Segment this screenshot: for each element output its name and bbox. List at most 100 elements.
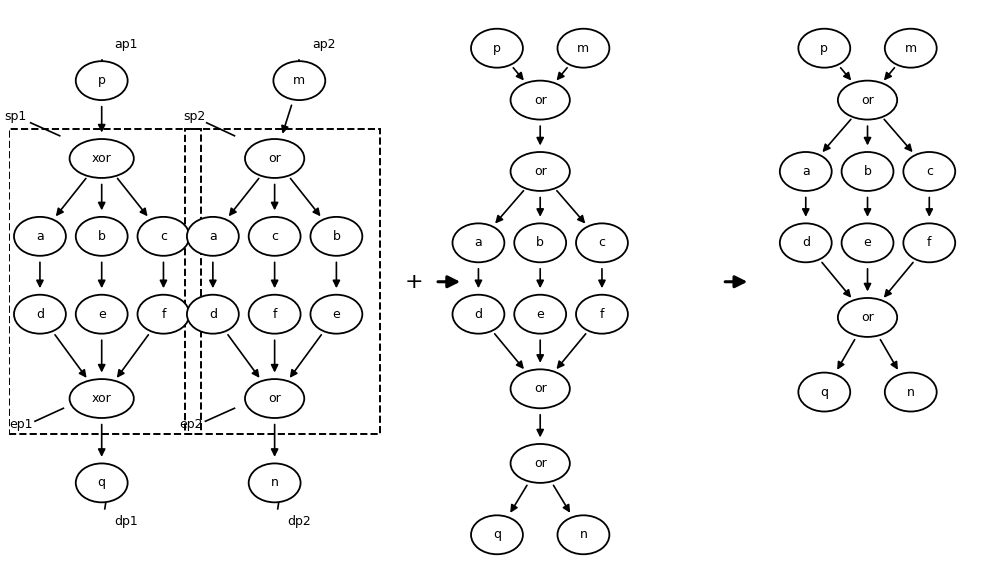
Text: f: f xyxy=(272,308,277,321)
Text: xor: xor xyxy=(92,152,112,165)
Text: or: or xyxy=(268,152,281,165)
Ellipse shape xyxy=(511,444,570,483)
Ellipse shape xyxy=(471,28,523,68)
Text: ep2: ep2 xyxy=(180,418,203,431)
Ellipse shape xyxy=(780,152,832,191)
Text: c: c xyxy=(271,230,278,243)
Ellipse shape xyxy=(885,373,937,412)
Text: q: q xyxy=(98,477,106,490)
Ellipse shape xyxy=(249,217,301,256)
Text: or: or xyxy=(268,392,281,405)
Ellipse shape xyxy=(576,295,628,333)
Text: d: d xyxy=(36,308,44,321)
Ellipse shape xyxy=(249,463,301,502)
Text: a: a xyxy=(802,165,810,178)
Ellipse shape xyxy=(187,295,239,333)
Ellipse shape xyxy=(14,217,66,256)
Text: e: e xyxy=(864,237,871,249)
Text: ap1: ap1 xyxy=(115,38,138,51)
Text: dp1: dp1 xyxy=(115,515,138,528)
Ellipse shape xyxy=(14,295,66,333)
Text: xor: xor xyxy=(92,392,112,405)
Text: b: b xyxy=(332,230,340,243)
Ellipse shape xyxy=(452,223,504,262)
Text: b: b xyxy=(864,165,871,178)
Text: or: or xyxy=(534,457,547,470)
Text: d: d xyxy=(474,308,482,321)
Text: e: e xyxy=(98,308,106,321)
Ellipse shape xyxy=(273,61,325,100)
Text: ap2: ap2 xyxy=(312,38,336,51)
Ellipse shape xyxy=(903,223,955,262)
Text: f: f xyxy=(927,237,932,249)
Ellipse shape xyxy=(249,295,301,333)
Ellipse shape xyxy=(576,223,628,262)
Ellipse shape xyxy=(511,80,570,120)
Ellipse shape xyxy=(310,295,362,333)
Ellipse shape xyxy=(70,379,134,418)
Ellipse shape xyxy=(903,152,955,191)
Ellipse shape xyxy=(514,223,566,262)
Text: b: b xyxy=(536,237,544,249)
Text: a: a xyxy=(36,230,44,243)
Text: n: n xyxy=(907,385,915,398)
Text: dp2: dp2 xyxy=(287,515,311,528)
Ellipse shape xyxy=(511,369,570,408)
Ellipse shape xyxy=(245,139,304,178)
Text: p: p xyxy=(493,42,501,55)
Ellipse shape xyxy=(138,295,189,333)
Text: p: p xyxy=(820,42,828,55)
Ellipse shape xyxy=(798,28,850,68)
Ellipse shape xyxy=(187,217,239,256)
Text: e: e xyxy=(333,308,340,321)
Ellipse shape xyxy=(557,515,609,554)
Ellipse shape xyxy=(70,139,134,178)
Text: c: c xyxy=(160,230,167,243)
Text: n: n xyxy=(579,528,587,541)
Ellipse shape xyxy=(245,379,304,418)
Ellipse shape xyxy=(76,61,128,100)
Text: or: or xyxy=(861,93,874,107)
Ellipse shape xyxy=(471,515,523,554)
Ellipse shape xyxy=(838,298,897,337)
Ellipse shape xyxy=(76,295,128,333)
Ellipse shape xyxy=(842,223,893,262)
Text: e: e xyxy=(536,308,544,321)
Text: sp2: sp2 xyxy=(183,110,205,123)
Ellipse shape xyxy=(885,28,937,68)
Text: m: m xyxy=(293,74,305,87)
Text: sp1: sp1 xyxy=(4,110,26,123)
Text: c: c xyxy=(926,165,933,178)
Text: d: d xyxy=(802,237,810,249)
Ellipse shape xyxy=(798,373,850,412)
Text: or: or xyxy=(861,311,874,324)
Text: or: or xyxy=(534,93,547,107)
Ellipse shape xyxy=(842,152,893,191)
Text: c: c xyxy=(598,237,605,249)
Text: f: f xyxy=(161,308,166,321)
Ellipse shape xyxy=(557,28,609,68)
Text: n: n xyxy=(271,477,279,490)
Text: +: + xyxy=(404,272,423,292)
Text: or: or xyxy=(534,382,547,396)
Text: d: d xyxy=(209,308,217,321)
Text: b: b xyxy=(98,230,106,243)
Text: p: p xyxy=(98,74,106,87)
Ellipse shape xyxy=(76,463,128,502)
Text: or: or xyxy=(534,165,547,178)
Text: a: a xyxy=(209,230,217,243)
Ellipse shape xyxy=(310,217,362,256)
Ellipse shape xyxy=(76,217,128,256)
Ellipse shape xyxy=(452,295,504,333)
Ellipse shape xyxy=(511,152,570,191)
Text: a: a xyxy=(475,237,482,249)
Text: m: m xyxy=(905,42,917,55)
Text: q: q xyxy=(493,528,501,541)
Text: f: f xyxy=(600,308,604,321)
Ellipse shape xyxy=(514,295,566,333)
Text: ep1: ep1 xyxy=(10,418,33,431)
Text: q: q xyxy=(820,385,828,398)
Ellipse shape xyxy=(138,217,189,256)
Text: m: m xyxy=(577,42,589,55)
Ellipse shape xyxy=(838,80,897,120)
